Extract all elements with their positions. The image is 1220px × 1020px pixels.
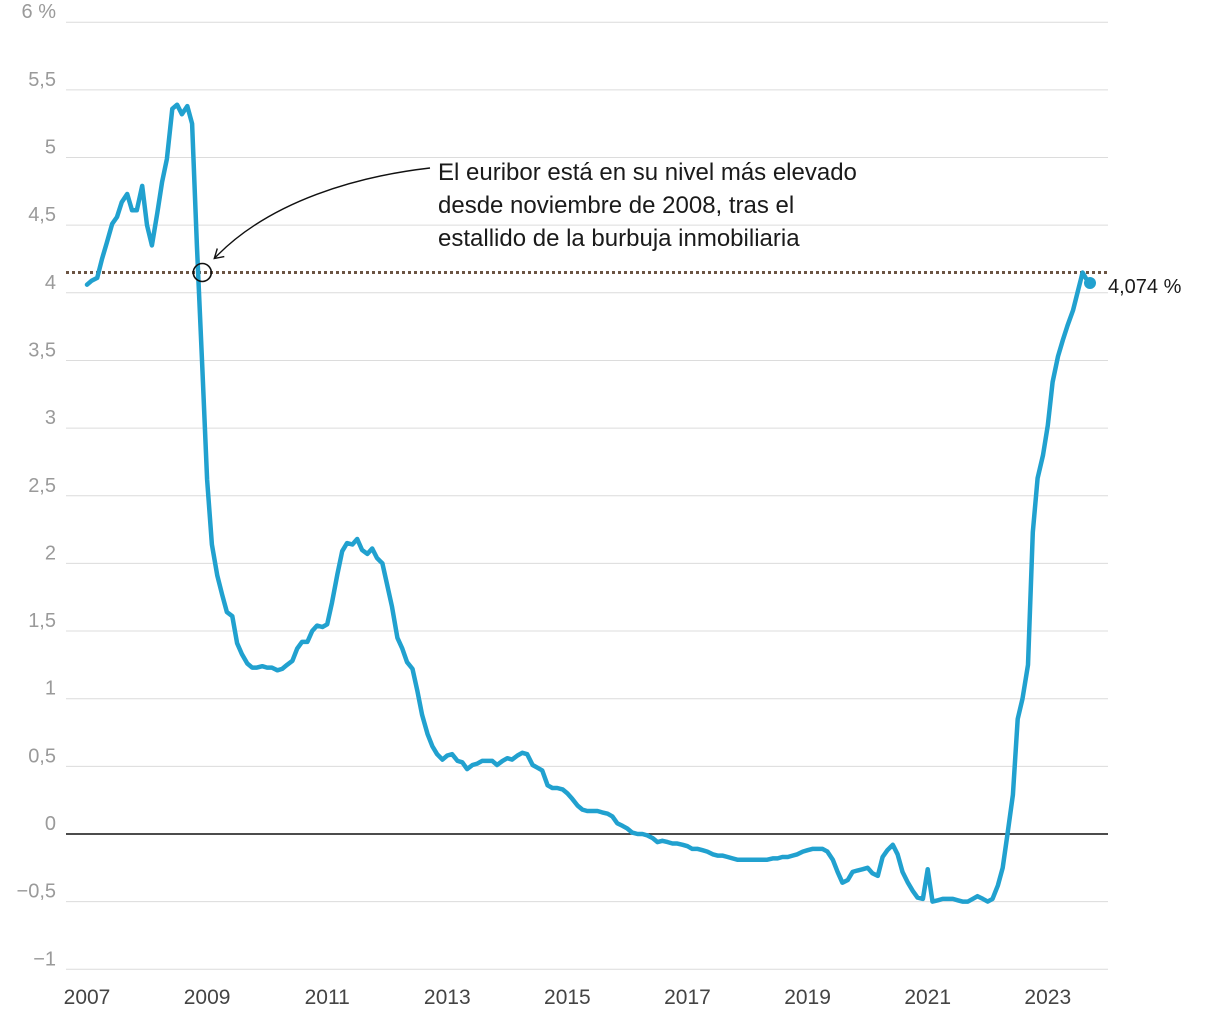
end-value-label: 4,074 % xyxy=(1108,276,1182,298)
x-tick-label: 2017 xyxy=(664,986,711,1009)
x-tick-label: 2009 xyxy=(184,986,231,1009)
x-tick-label: 2021 xyxy=(904,986,951,1009)
y-tick-label: 0,5 xyxy=(28,745,56,767)
y-tick-label: 3 xyxy=(45,407,56,429)
y-tick-label: 6 % xyxy=(22,1,57,23)
annotation-text-line-2: desde noviembre de 2008, tras el xyxy=(438,192,794,219)
annotation-text-line-3: estallido de la burbuja inmobiliaria xyxy=(438,225,800,252)
annotation-arrowhead xyxy=(213,248,225,260)
x-tick-label: 2019 xyxy=(784,986,831,1009)
x-tick-label: 2023 xyxy=(1024,986,1071,1009)
annotation-text-line-1: El euribor está en su nivel más elevado xyxy=(438,159,857,186)
x-tick-label: 2013 xyxy=(424,986,471,1009)
y-tick-label: 4 xyxy=(45,272,56,294)
x-axis-ticks: 2007 2009 2011 2013 2015 2017 2019 2021 2023 xyxy=(64,986,1071,1009)
y-tick-label: 1,5 xyxy=(28,610,56,632)
y-tick-label: −0,5 xyxy=(17,881,56,903)
y-tick-label: 2 xyxy=(45,542,56,564)
x-tick-label: 2007 xyxy=(64,986,111,1009)
y-tick-label: 3,5 xyxy=(28,339,56,361)
annotation-arrow xyxy=(213,167,431,259)
y-tick-label: 1 xyxy=(45,678,56,700)
y-tick-label: 0 xyxy=(45,813,56,835)
x-tick-label: 2011 xyxy=(305,986,350,1009)
euribor-series-line xyxy=(84,102,1091,904)
y-axis-ticks: 6 % 5,5 5 4,5 4 3,5 3 2,5 2 1,5 1 0,5 0 −0,5 −1 xyxy=(17,1,57,970)
y-tick-label: 2,5 xyxy=(28,475,56,497)
annotation-highlight-circle xyxy=(192,262,213,283)
series-end-point xyxy=(1084,276,1096,289)
y-tick-label: −1 xyxy=(33,948,56,970)
y-tick-label: 4,5 xyxy=(28,204,56,226)
y-tick-label: 5 xyxy=(45,137,56,159)
x-tick-label: 2015 xyxy=(544,986,591,1009)
y-tick-label: 5,5 xyxy=(28,69,56,91)
